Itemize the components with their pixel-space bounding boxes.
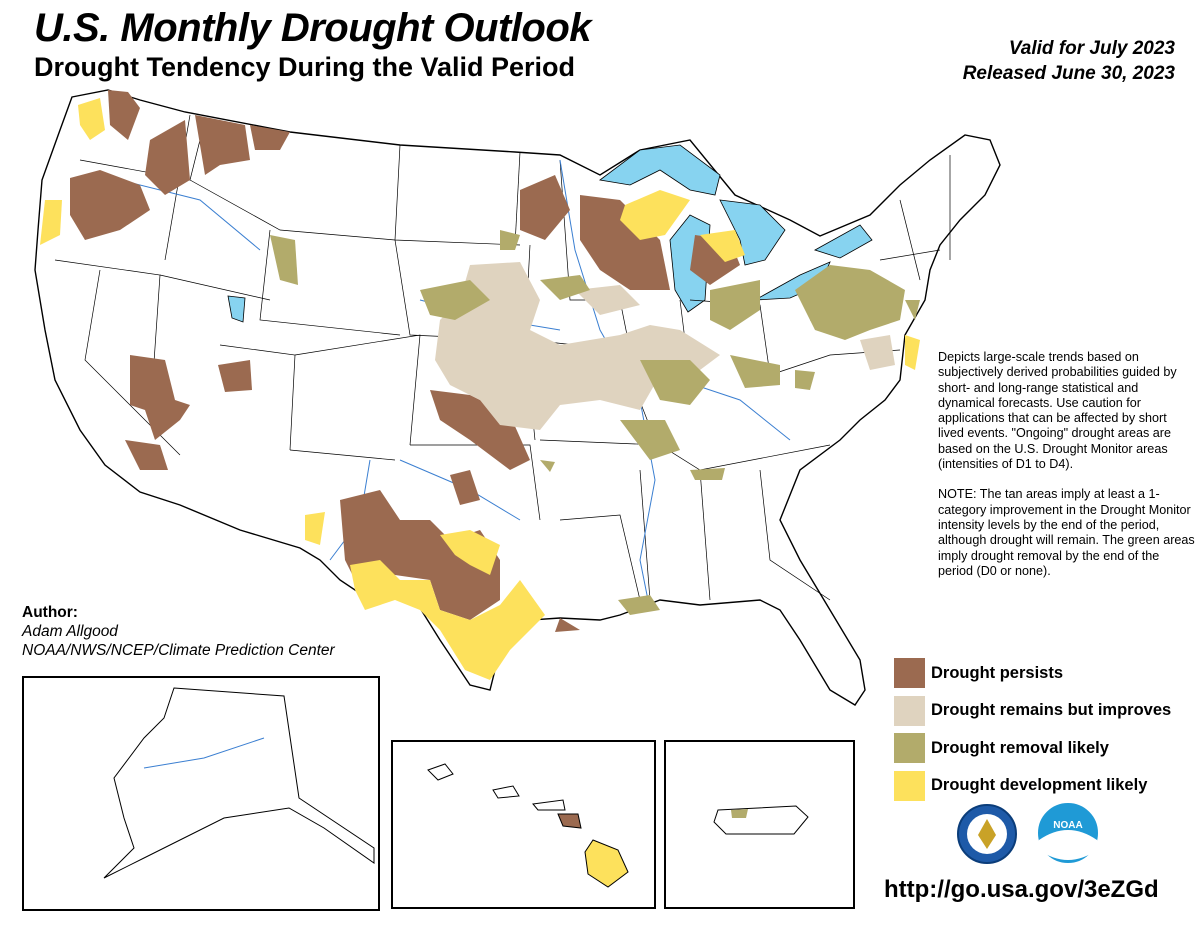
author-organization: NOAA/NWS/NCEP/Climate Prediction Center — [22, 642, 335, 659]
legend-swatch-persists — [894, 658, 925, 688]
noaa-logo-text: NOAA — [1053, 820, 1082, 831]
department-of-commerce-seal — [957, 804, 1017, 864]
puerto-rico-inset — [664, 740, 855, 909]
drought-development-areas — [40, 98, 920, 680]
description-paragraph-1: Depicts large-scale trends based on subj… — [938, 350, 1177, 472]
great-lakes — [227, 144, 873, 323]
legend-item-improves: Drought remains but improves — [894, 695, 1172, 726]
legend-item-persists: Drought persists — [894, 658, 1171, 688]
author-name: Adam Allgood — [22, 623, 118, 640]
legend-swatch-removal — [894, 733, 925, 763]
released-line: Released June 30, 2023 — [962, 63, 1175, 84]
legend-swatch-development — [894, 770, 925, 801]
legend: Drought persists Drought remains but imp… — [894, 658, 1171, 808]
valid-period-block: Valid for July 2023 Released June 30, 20… — [963, 36, 1175, 86]
author-heading: Author: — [22, 604, 78, 621]
puerto-rico-map — [713, 805, 809, 835]
hawaii-map — [427, 763, 629, 888]
legend-item-development: Drought development likely — [894, 770, 1171, 801]
author-block: Author: Adam Allgood NOAA/NWS/NCEP/Clima… — [22, 603, 335, 660]
outlook-url-link[interactable]: http://go.usa.gov/3eZGd — [884, 876, 1159, 903]
alaska-map — [103, 687, 375, 879]
description-text: Depicts large-scale trends based on subj… — [938, 350, 1196, 594]
drought-removal-areas — [270, 230, 920, 615]
drought-improves-areas — [435, 262, 895, 430]
legend-label-persists: Drought persists — [931, 663, 1064, 682]
noaa-logo: NOAA — [1036, 801, 1100, 865]
legend-swatch-improves — [894, 695, 925, 726]
map-subtitle: Drought Tendency During the Valid Period — [34, 52, 576, 82]
description-paragraph-2: NOTE: The tan areas imply at least a 1-c… — [938, 487, 1195, 578]
legend-label-development: Drought development likely — [931, 776, 1148, 794]
alaska-inset — [22, 676, 380, 911]
map-title: U.S. Monthly Drought Outlook — [34, 6, 592, 50]
legend-item-removal: Drought removal likely — [894, 733, 1171, 763]
hawaii-inset — [391, 740, 656, 909]
legend-label-improves: Drought remains but improves — [931, 701, 1172, 719]
legend-label-removal: Drought removal likely — [931, 738, 1109, 757]
valid-line: Valid for July 2023 — [1008, 38, 1175, 59]
